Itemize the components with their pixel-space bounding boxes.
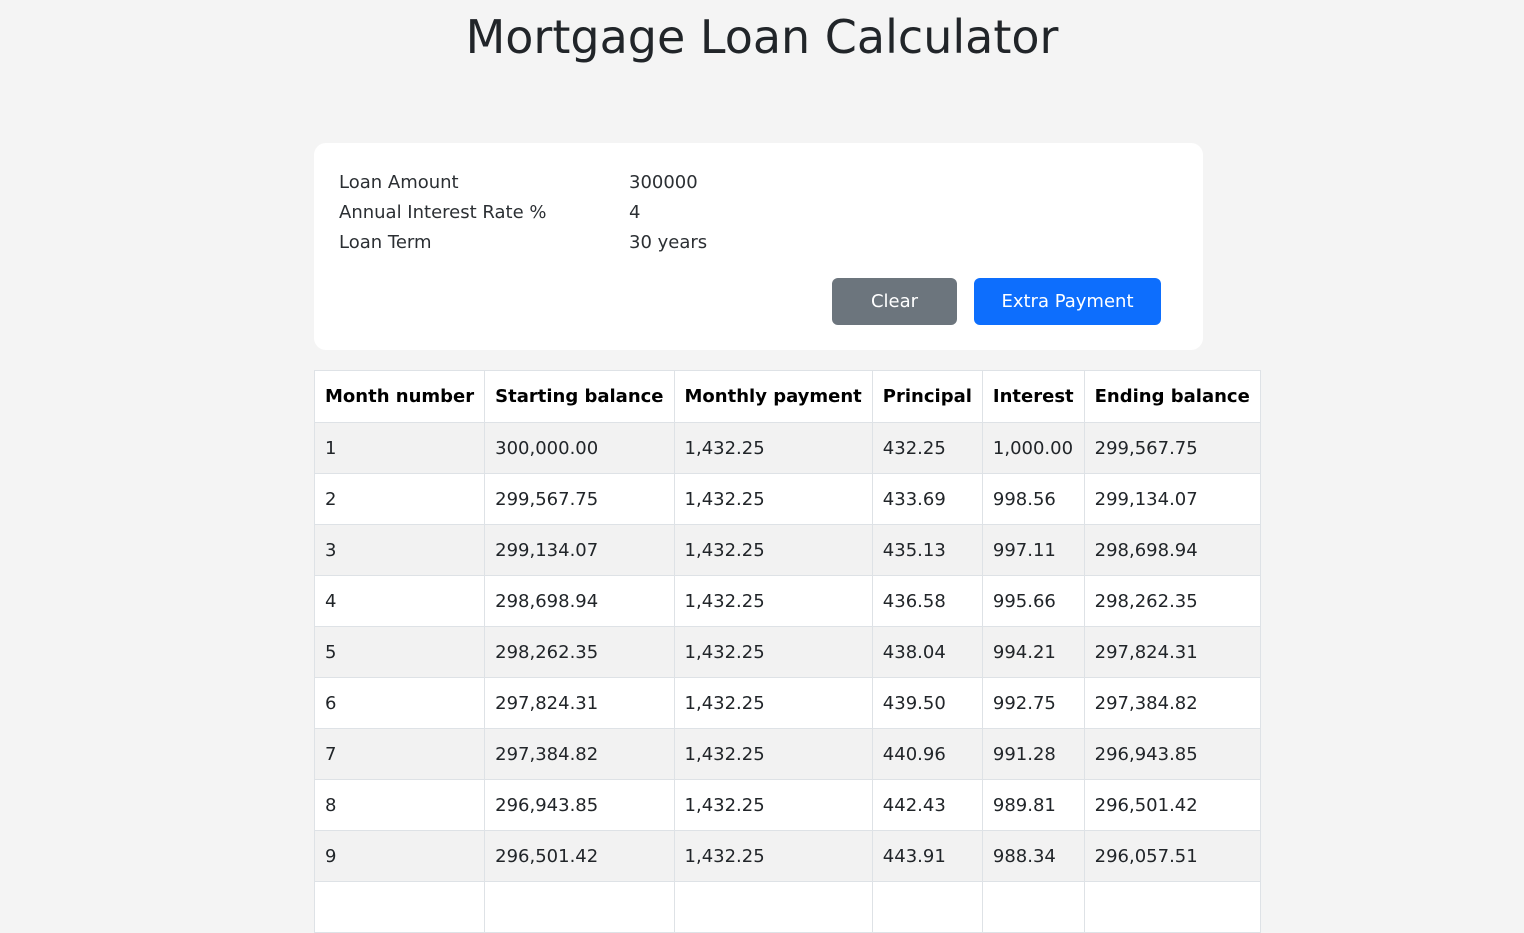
header-interest: Interest [981, 370, 1085, 423]
table-row: 8 296,943.85 1,432.25 442.43 989.81 296,… [313, 779, 1261, 831]
cell-ending-balance: 297,384.82 [1083, 677, 1261, 729]
table-row: 7 297,384.82 1,432.25 440.96 991.28 296,… [313, 728, 1261, 780]
cell-principal: 440.96 [871, 728, 983, 780]
header-month-number: Month number [313, 370, 486, 423]
header-ending-balance: Ending balance [1083, 370, 1261, 423]
cell-principal: 435.13 [871, 524, 983, 576]
cell-interest: 994.21 [981, 626, 1085, 678]
cell-starting-balance: 298,698.94 [484, 575, 675, 627]
cell-month-number: 1 [313, 422, 486, 474]
cell-monthly-payment: 1,432.25 [673, 626, 873, 678]
cell-starting-balance: 300,000.00 [484, 422, 675, 474]
cell-month-number: 7 [313, 728, 486, 780]
loan-summary-card: Loan Amount 300000 Annual Interest Rate … [314, 143, 1203, 350]
cell-month-number: 6 [313, 677, 486, 729]
table-row: 5 298,262.35 1,432.25 438.04 994.21 297,… [313, 626, 1261, 678]
loan-amount-label: Loan Amount [339, 172, 459, 193]
cell-interest: 1,000.00 [981, 422, 1085, 474]
cell-ending-balance: 296,057.51 [1083, 830, 1261, 882]
cell-monthly-payment: 1,432.25 [673, 779, 873, 831]
cell-principal: 443.91 [871, 830, 983, 882]
header-monthly-payment: Monthly payment [673, 370, 873, 423]
cell-ending-balance: 298,698.94 [1083, 524, 1261, 576]
cell-empty [313, 881, 486, 933]
amortization-table: Month number Starting balance Monthly pa… [313, 370, 1261, 933]
interest-rate-label: Annual Interest Rate % [339, 202, 547, 223]
cell-starting-balance: 299,567.75 [484, 473, 675, 525]
cell-principal: 433.69 [871, 473, 983, 525]
cell-monthly-payment: 1,432.25 [673, 728, 873, 780]
cell-empty [1083, 881, 1261, 933]
cell-starting-balance: 299,134.07 [484, 524, 675, 576]
cell-month-number: 4 [313, 575, 486, 627]
cell-empty [871, 881, 983, 933]
loan-term-label: Loan Term [339, 232, 432, 253]
cell-principal: 442.43 [871, 779, 983, 831]
cell-ending-balance: 298,262.35 [1083, 575, 1261, 627]
table-row: 6 297,824.31 1,432.25 439.50 992.75 297,… [313, 677, 1261, 729]
table-row: 9 296,501.42 1,432.25 443.91 988.34 296,… [313, 830, 1261, 882]
cell-monthly-payment: 1,432.25 [673, 524, 873, 576]
header-principal: Principal [871, 370, 983, 423]
table-row-partial [313, 881, 1261, 933]
cell-monthly-payment: 1,432.25 [673, 830, 873, 882]
table-row: 2 299,567.75 1,432.25 433.69 998.56 299,… [313, 473, 1261, 525]
cell-month-number: 2 [313, 473, 486, 525]
cell-monthly-payment: 1,432.25 [673, 473, 873, 525]
cell-monthly-payment: 1,432.25 [673, 422, 873, 474]
page-title: Mortgage Loan Calculator [465, 10, 1059, 64]
cell-interest: 997.11 [981, 524, 1085, 576]
cell-interest: 998.56 [981, 473, 1085, 525]
cell-interest: 988.34 [981, 830, 1085, 882]
cell-monthly-payment: 1,432.25 [673, 677, 873, 729]
loan-term-value: 30 years [629, 232, 708, 253]
cell-month-number: 5 [313, 626, 486, 678]
cell-starting-balance: 297,824.31 [484, 677, 675, 729]
cell-empty [484, 881, 675, 933]
table-row: 1 300,000.00 1,432.25 432.25 1,000.00 29… [313, 422, 1261, 474]
cell-interest: 991.28 [981, 728, 1085, 780]
cell-monthly-payment: 1,432.25 [673, 575, 873, 627]
cell-starting-balance: 297,384.82 [484, 728, 675, 780]
cell-interest: 995.66 [981, 575, 1085, 627]
cell-principal: 432.25 [871, 422, 983, 474]
cell-ending-balance: 297,824.31 [1083, 626, 1261, 678]
loan-amount-value: 300000 [629, 172, 698, 193]
header-starting-balance: Starting balance [484, 370, 675, 423]
cell-interest: 989.81 [981, 779, 1085, 831]
interest-rate-value: 4 [629, 202, 641, 223]
extra-payment-button[interactable]: Extra Payment [974, 278, 1161, 325]
cell-ending-balance: 299,134.07 [1083, 473, 1261, 525]
table-row: 4 298,698.94 1,432.25 436.58 995.66 298,… [313, 575, 1261, 627]
cell-empty [673, 881, 873, 933]
cell-starting-balance: 298,262.35 [484, 626, 675, 678]
cell-starting-balance: 296,943.85 [484, 779, 675, 831]
cell-ending-balance: 299,567.75 [1083, 422, 1261, 474]
cell-principal: 438.04 [871, 626, 983, 678]
cell-interest: 992.75 [981, 677, 1085, 729]
cell-empty [981, 881, 1085, 933]
cell-principal: 436.58 [871, 575, 983, 627]
cell-month-number: 8 [313, 779, 486, 831]
cell-starting-balance: 296,501.42 [484, 830, 675, 882]
cell-ending-balance: 296,501.42 [1083, 779, 1261, 831]
cell-month-number: 3 [313, 524, 486, 576]
clear-button[interactable]: Clear [832, 278, 957, 325]
cell-ending-balance: 296,943.85 [1083, 728, 1261, 780]
cell-month-number: 9 [313, 830, 486, 882]
table-row: 3 299,134.07 1,432.25 435.13 997.11 298,… [313, 524, 1261, 576]
table-header-row: Month number Starting balance Monthly pa… [313, 370, 1261, 423]
cell-principal: 439.50 [871, 677, 983, 729]
